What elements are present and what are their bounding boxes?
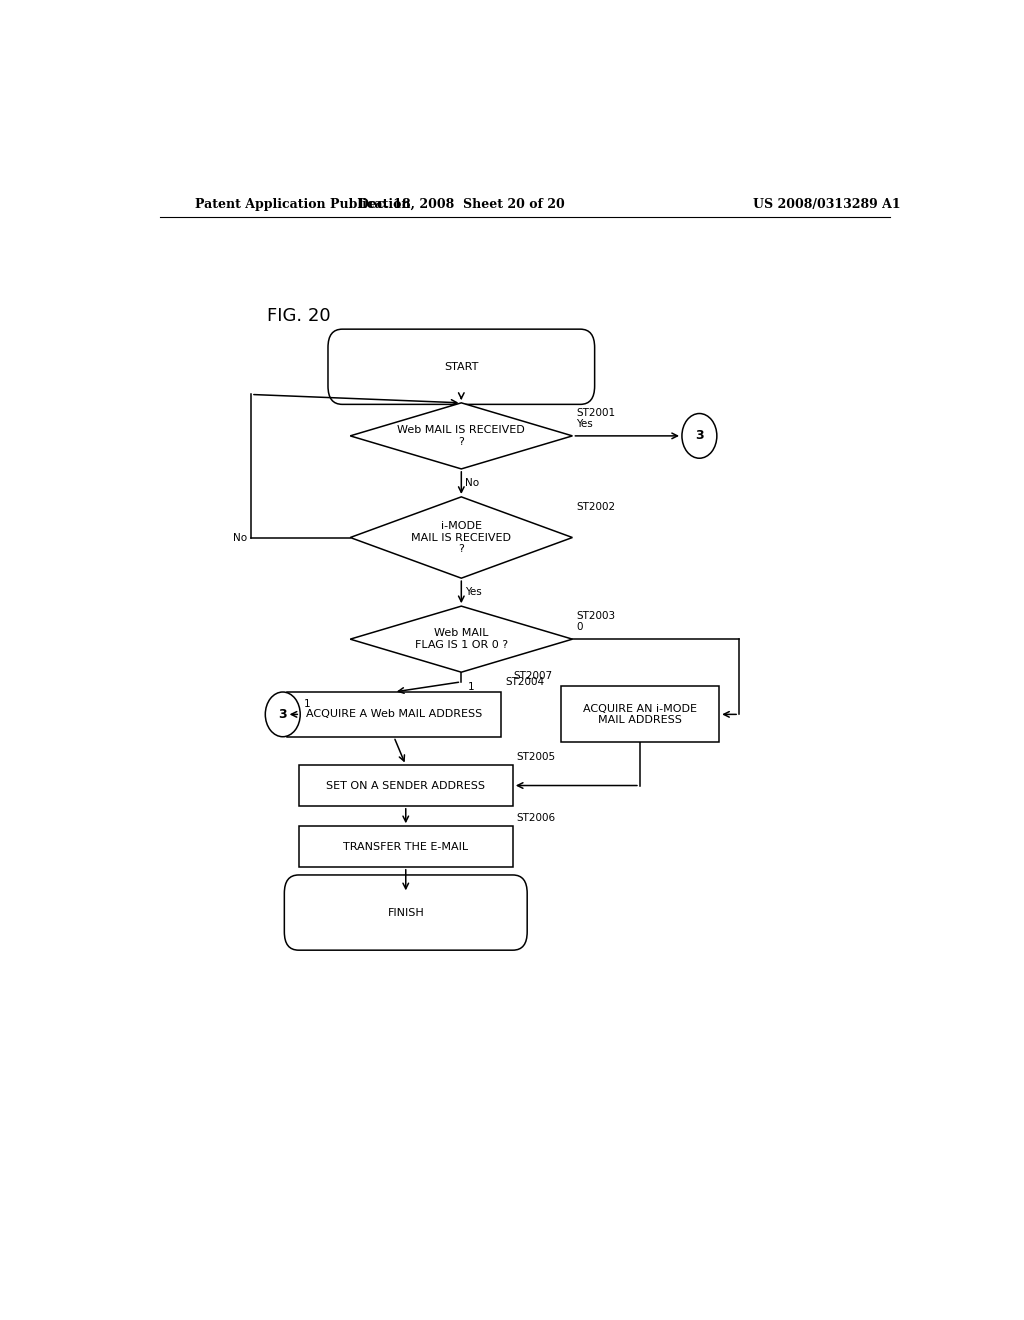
Text: ACQUIRE A Web MAIL ADDRESS: ACQUIRE A Web MAIL ADDRESS	[306, 709, 482, 719]
Text: i-MODE
MAIL IS RECEIVED
?: i-MODE MAIL IS RECEIVED ?	[412, 521, 511, 554]
Text: 1: 1	[468, 682, 474, 693]
Text: 0: 0	[577, 622, 583, 632]
Bar	[299, 766, 513, 805]
Polygon shape	[350, 606, 572, 672]
Text: ACQUIRE AN i-MODE
MAIL ADDRESS: ACQUIRE AN i-MODE MAIL ADDRESS	[583, 704, 697, 725]
Text: No: No	[465, 478, 479, 488]
Text: No: No	[232, 532, 247, 543]
Text: ST2001: ST2001	[577, 408, 615, 418]
Text: FIG. 20: FIG. 20	[267, 308, 331, 325]
Circle shape	[682, 413, 717, 458]
Text: ST2005: ST2005	[517, 752, 556, 762]
Polygon shape	[350, 403, 572, 469]
Text: ST2003: ST2003	[577, 611, 615, 622]
Text: US 2008/0313289 A1: US 2008/0313289 A1	[753, 198, 900, 211]
Text: ST2006: ST2006	[517, 813, 556, 824]
Bar	[287, 692, 501, 737]
Text: Dec. 18, 2008  Sheet 20 of 20: Dec. 18, 2008 Sheet 20 of 20	[358, 198, 564, 211]
Text: 3: 3	[695, 429, 703, 442]
Text: TRANSFER THE E-MAIL: TRANSFER THE E-MAIL	[343, 842, 468, 851]
Text: SET ON A SENDER ADDRESS: SET ON A SENDER ADDRESS	[327, 780, 485, 791]
FancyBboxPatch shape	[285, 875, 527, 950]
Text: Patent Application Publication: Patent Application Publication	[196, 198, 411, 211]
Text: 1: 1	[304, 700, 311, 709]
Text: ST2002: ST2002	[577, 502, 615, 512]
Text: Web MAIL IS RECEIVED
?: Web MAIL IS RECEIVED ?	[397, 425, 525, 446]
Text: 3: 3	[279, 708, 287, 721]
Text: ST2007: ST2007	[513, 672, 553, 681]
Text: Web MAIL
FLAG IS 1 OR 0 ?: Web MAIL FLAG IS 1 OR 0 ?	[415, 628, 508, 649]
Text: Yes: Yes	[465, 587, 482, 597]
Bar	[299, 826, 513, 867]
Text: Yes: Yes	[577, 418, 593, 429]
Bar	[560, 686, 719, 742]
Polygon shape	[350, 496, 572, 578]
Circle shape	[265, 692, 300, 737]
Text: START: START	[444, 362, 478, 372]
Text: ST2004: ST2004	[505, 677, 544, 686]
FancyBboxPatch shape	[328, 329, 595, 404]
Text: FINISH: FINISH	[387, 908, 424, 917]
